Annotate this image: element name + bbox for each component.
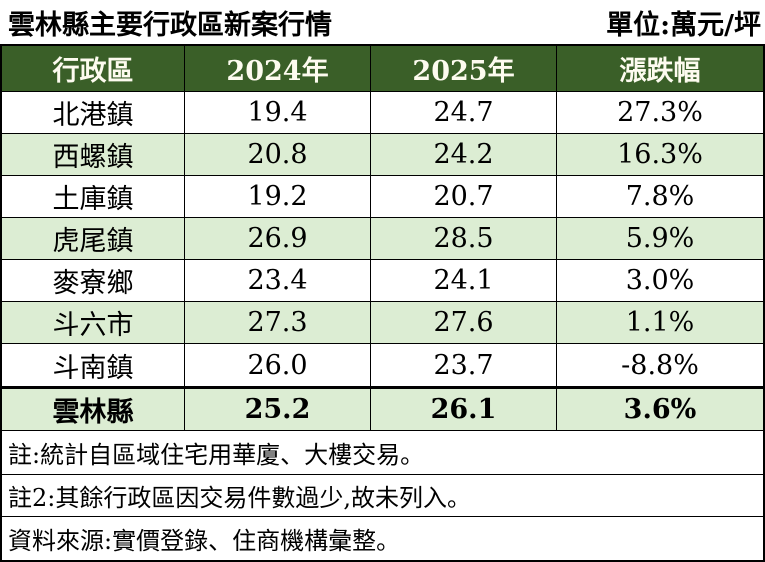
table-row: 虎尾鎮 26.9 28.5 5.9%: [2, 218, 763, 260]
page-title: 雲林縣主要行政區新案行情: [8, 9, 332, 41]
district-cell: 土庫鎮: [2, 176, 185, 217]
price-2024-cell: 25.2: [185, 389, 371, 430]
source-row: 資料來源:實價登錄、住商機構彙整。: [2, 517, 763, 560]
table-row: 麥寮鄉 23.4 24.1 3.0%: [2, 260, 763, 302]
district-cell: 北港鎮: [2, 92, 185, 133]
table-header-row: 行政區 2024年 2025年 漲跌幅: [2, 46, 763, 92]
note-row: 註2:其餘行政區因交易件數過少,故未列入。: [2, 475, 763, 517]
change-cell: 1.1%: [625, 307, 695, 338]
unit-label: 單位:萬元/坪: [606, 9, 761, 41]
header-2024: 2024年: [185, 46, 371, 91]
price-2024-cell: 19.2: [185, 176, 371, 217]
price-2025-cell: 27.6: [371, 302, 557, 343]
price-table: 行政區 2024年 2025年 漲跌幅 北港鎮 19.4 24.7 27.3% …: [0, 44, 765, 562]
price-2024-cell: 26.0: [185, 344, 371, 386]
table-row: 西螺鎮 20.8 24.2 16.3%: [2, 134, 763, 176]
district-cell: 麥寮鄉: [2, 260, 185, 301]
header-district: 行政區: [2, 46, 185, 91]
header-change: 漲跌幅: [619, 56, 701, 87]
price-2024-cell: 19.4: [185, 92, 371, 133]
note-text: 註2:其餘行政區因交易件數過少,故未列入。: [8, 484, 471, 512]
source-text: 資料來源:實價登錄、住商機構彙整。: [8, 527, 401, 555]
price-2025-cell: 28.5: [371, 218, 557, 259]
price-2025-cell: 23.7: [371, 344, 557, 386]
change-cell: 27.3%: [617, 97, 703, 128]
change-cell: 16.3%: [617, 139, 703, 170]
note-text: 註:統計自區域住宅用華廈、大樓交易。: [8, 441, 425, 469]
change-cell: 5.9%: [625, 223, 695, 254]
title-bar: 雲林縣主要行政區新案行情 單位:萬元/坪: [0, 0, 765, 44]
price-2024-cell: 20.8: [185, 134, 371, 175]
change-cell: 3.0%: [625, 265, 695, 296]
note-row: 註:統計自區域住宅用華廈、大樓交易。: [2, 431, 763, 475]
price-2025-cell: 24.7: [371, 92, 557, 133]
header-2025: 2025年: [371, 46, 557, 91]
district-cell: 虎尾鎮: [2, 218, 185, 259]
price-2025-cell: 24.1: [371, 260, 557, 301]
table-row: 斗六市 27.3 27.6 1.1%: [2, 302, 763, 344]
change-cell: -8.8%: [621, 349, 699, 381]
table-row: 斗南鎮 26.0 23.7 -8.8%: [2, 344, 763, 386]
price-2024-cell: 26.9: [185, 218, 371, 259]
change-cell: 7.8%: [625, 181, 695, 212]
district-cell: 西螺鎮: [2, 134, 185, 175]
summary-row: 雲林縣 25.2 26.1 3.6%: [2, 386, 763, 431]
district-cell: 斗南鎮: [2, 344, 185, 386]
district-cell: 雲林縣: [2, 389, 185, 430]
change-cell: 3.6%: [623, 394, 697, 425]
table-row: 土庫鎮 19.2 20.7 7.8%: [2, 176, 763, 218]
price-2024-cell: 27.3: [185, 302, 371, 343]
price-2025-cell: 24.2: [371, 134, 557, 175]
price-2025-cell: 26.1: [371, 389, 557, 430]
price-2024-cell: 23.4: [185, 260, 371, 301]
table-row: 北港鎮 19.4 24.7 27.3%: [2, 92, 763, 134]
price-2025-cell: 20.7: [371, 176, 557, 217]
district-cell: 斗六市: [2, 302, 185, 343]
